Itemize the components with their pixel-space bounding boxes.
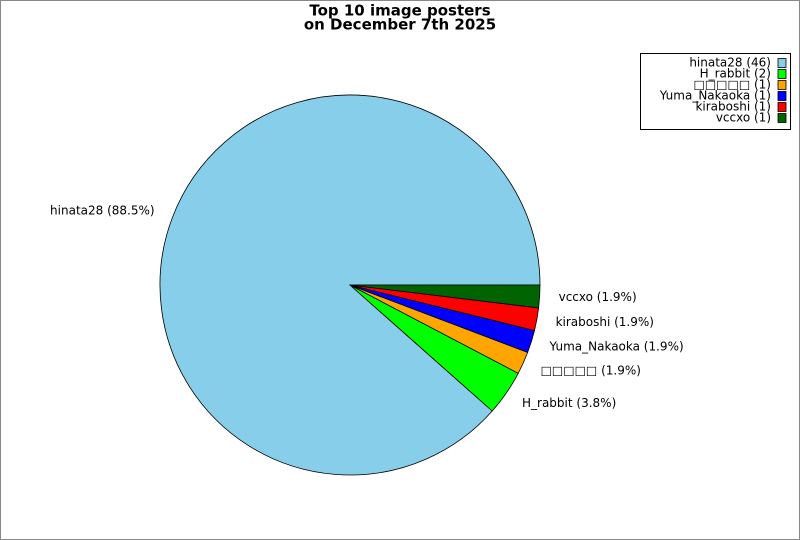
legend-swatch [777, 91, 787, 101]
legend-label: H_rabbit (2) [700, 67, 771, 81]
legend-box [640, 53, 791, 130]
slice-label: kiraboshi (1.9%) [556, 315, 654, 329]
legend-swatch [777, 102, 787, 112]
slice-label: hinata28 (88.5%) [50, 203, 155, 217]
legend-label: kiraboshi (1) [695, 100, 771, 114]
slice-label: Yuma_Nakaoka (1.9%) [549, 340, 684, 354]
legend-swatch [777, 80, 787, 90]
pie-slice [349, 284, 541, 309]
legend-label: vccxo (1) [716, 111, 771, 125]
legend-label: hinata28 (46) [689, 56, 771, 70]
chart-title: Top 10 image posters [309, 2, 490, 20]
slice-label: □□□□□ (1.9%) [541, 363, 641, 377]
slice-label: H_rabbit (3.8%) [522, 396, 616, 410]
chart-title: on December 7th 2025 [304, 16, 496, 34]
legend-swatch [777, 113, 787, 123]
legend-swatch [777, 69, 787, 79]
slice-label: vccxo (1.9%) [559, 290, 637, 304]
legend-label: Yuma_Nakaoka (1) [659, 89, 771, 103]
legend-swatch [777, 58, 787, 68]
legend-label: □□□□□ (1) [693, 78, 771, 92]
